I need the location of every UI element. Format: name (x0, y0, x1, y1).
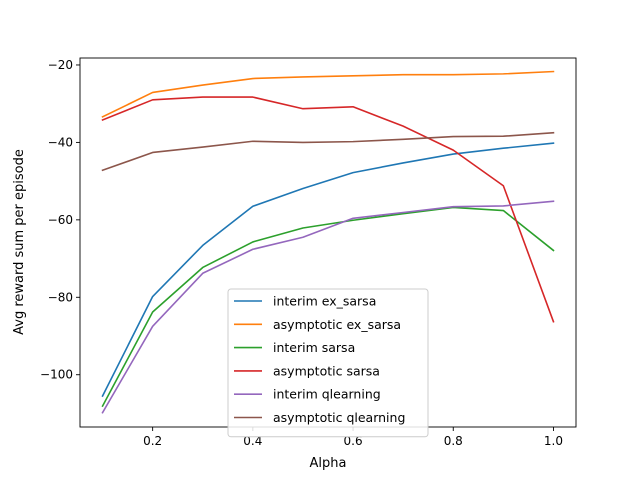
legend-label: asymptotic qlearning (273, 410, 405, 425)
x-tick-label: 0.8 (444, 434, 463, 448)
series-line-4 (101, 96, 555, 323)
x-axis-label: Alpha (310, 456, 347, 471)
legend-label: interim sarsa (273, 340, 355, 355)
legend-label: asymptotic sarsa (273, 363, 380, 378)
x-tick-label: 0.2 (143, 434, 162, 448)
x-tick-label: 0.4 (243, 434, 262, 448)
y-tick-label: −40 (48, 135, 73, 149)
series-line-3 (101, 206, 555, 408)
x-tick-label: 0.6 (344, 434, 363, 448)
y-axis-label: Avg reward sum per episode (12, 149, 27, 335)
series-line-2 (101, 70, 555, 118)
x-axis: 0.2 0.4 0.6 0.8 1.0 (143, 427, 563, 448)
x-tick-label: 1.0 (544, 434, 563, 448)
legend: interim ex_sarsa asymptotic ex_sarsainter… (227, 288, 429, 438)
series-line-6 (101, 131, 555, 172)
legend-label: interim ex_sarsa (273, 294, 376, 309)
series-line-1 (101, 142, 555, 398)
legend-box (227, 288, 429, 438)
y-axis: −100 −80 −60 −40 −20 (40, 58, 80, 382)
y-tick-label: −60 (48, 213, 73, 227)
legend-label: asymptotic ex_sarsa (273, 317, 401, 332)
series-line-5 (101, 200, 555, 414)
legend-label: interim qlearning (273, 387, 381, 402)
y-tick-label: −20 (48, 58, 73, 72)
y-tick-label: −80 (48, 290, 73, 304)
y-tick-label: −100 (40, 368, 73, 382)
